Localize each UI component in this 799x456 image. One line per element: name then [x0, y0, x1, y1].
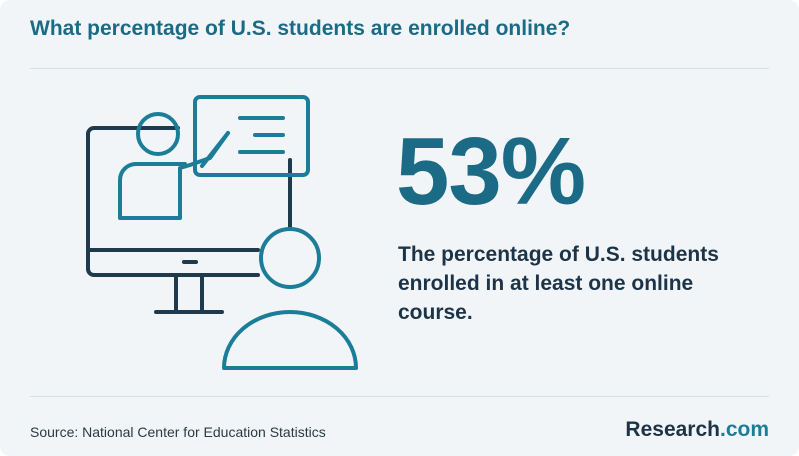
brand: Research.com [625, 418, 769, 442]
description-line: course. [398, 301, 473, 324]
description-line: The percentage of U.S. students [398, 243, 719, 266]
brand-name: Research [625, 418, 720, 441]
divider [30, 396, 769, 397]
description-line: enrolled in at least one online [398, 272, 694, 295]
divider [30, 68, 769, 69]
stat-value: 53% [396, 118, 586, 225]
brand-suffix: .com [719, 418, 769, 441]
source: Source: National Center for Education St… [30, 424, 326, 440]
illustration [86, 95, 358, 370]
title: What percentage of U.S. students are enr… [30, 17, 571, 40]
stat-description: The percentage of U.S. students enrolled… [398, 240, 719, 327]
